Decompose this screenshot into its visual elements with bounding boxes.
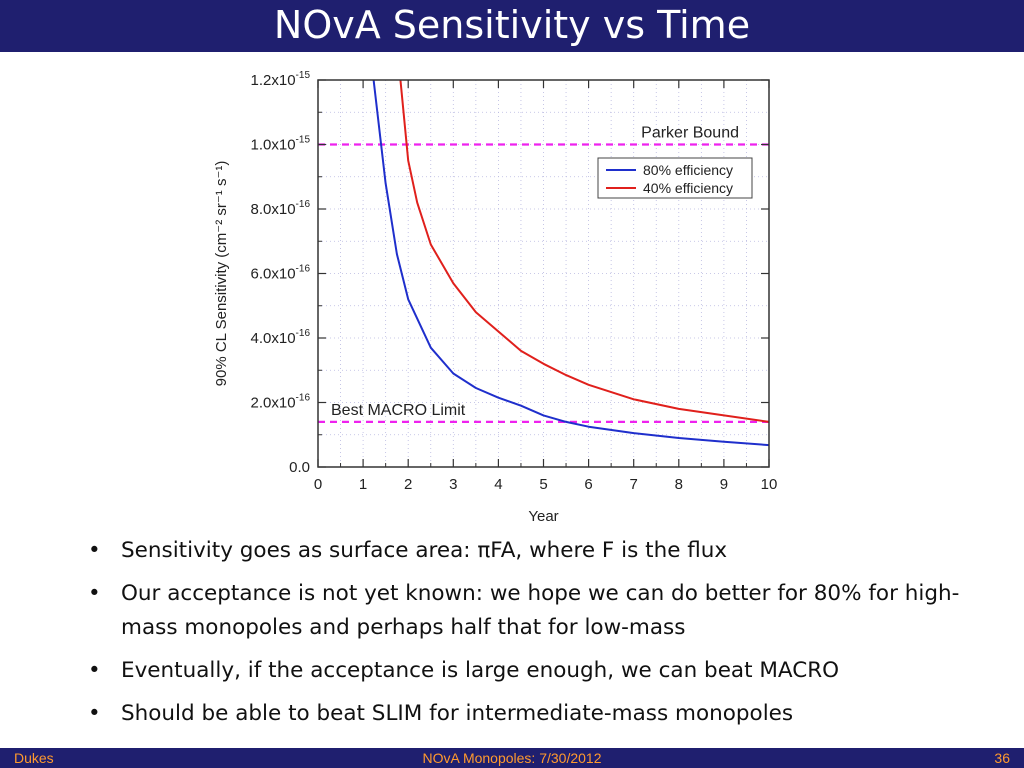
series-line — [399, 80, 769, 423]
bullet-text: Our acceptance is not yet known: we hope… — [121, 581, 960, 640]
x-tick-label: 6 — [584, 476, 592, 493]
bullet-text: Sensitivity goes as surface area: πFA, w… — [121, 538, 728, 563]
series-line — [372, 80, 769, 447]
footer-bar: Dukes NOvA Monopoles: 7/30/2012 36 — [0, 748, 1024, 768]
bullet-item: • Our acceptance is not yet known: we hop… — [88, 577, 988, 645]
bullet-item: • Eventually, if the acceptance is large … — [88, 654, 988, 688]
slide-number: 36 — [994, 750, 1010, 766]
x-tick-label: 0 — [314, 476, 322, 493]
slide-title: NOvA Sensitivity vs Time — [273, 3, 751, 47]
y-tick-label: 1.2x10-15 — [251, 70, 311, 89]
bullet-text: Eventually, if the acceptance is large e… — [121, 658, 840, 683]
x-tick-label: 8 — [675, 476, 683, 493]
y-tick-label: 1.0x10-15 — [251, 135, 311, 154]
x-tick-label: 2 — [404, 476, 412, 493]
x-tick-label: 10 — [761, 476, 778, 493]
bullet-text: Should be able to beat SLIM for intermed… — [121, 701, 794, 726]
y-axis-label: 90% CL Sensitivity (cm⁻² sr⁻¹ s⁻¹) — [213, 161, 230, 387]
reference-line-label: Best MACRO Limit — [331, 402, 466, 419]
reference-lines: Parker Bound Best MACRO Limit — [318, 125, 769, 423]
reference-line-label: Parker Bound — [641, 125, 739, 142]
footer-author: Dukes — [14, 750, 54, 766]
legend-label: 40% efficiency — [643, 180, 733, 196]
footer-title: NOvA Monopoles: 7/30/2012 — [422, 750, 602, 766]
x-tick-label: 7 — [630, 476, 638, 493]
y-tick-label: 0.0 — [289, 459, 310, 476]
x-tick-label: 1 — [359, 476, 367, 493]
y-tick-label: 8.0x10-16 — [251, 199, 311, 218]
x-axis-label: Year — [528, 508, 558, 525]
sensitivity-chart: Parker Bound Best MACRO Limit 0 1 2 3 4 5 6 7 8 9 1… — [213, 70, 778, 525]
bullet-dot-icon: • — [88, 701, 101, 726]
bullet-item: • Should be able to beat SLIM for interme… — [88, 697, 988, 731]
x-tick-label: 4 — [494, 476, 502, 493]
bullet-dot-icon: • — [88, 538, 101, 563]
axis-ticks — [317, 79, 770, 468]
legend-box — [597, 157, 753, 199]
y-tick-label: 6.0x10-16 — [251, 264, 311, 283]
title-bar — [0, 0, 1024, 52]
tick-labels: 0 1 2 3 4 5 6 7 8 9 10 0.0 2.0x10-16 4.0x10-16 6.0x10-… — [251, 70, 778, 493]
legend: 80% efficiency 40% efficiency — [597, 157, 753, 199]
y-tick-label: 2.0x10-16 — [251, 393, 311, 412]
bullet-list: • Sensitivity goes as surface area: πFA, … — [88, 534, 988, 740]
bullet-item: • Sensitivity goes as surface area: πFA, … — [88, 534, 988, 568]
x-tick-label: 5 — [539, 476, 547, 493]
x-tick-label: 3 — [449, 476, 457, 493]
x-tick-label: 9 — [720, 476, 728, 493]
series-lines — [372, 80, 769, 447]
bullet-dot-icon: • — [88, 581, 101, 606]
bullet-dot-icon: • — [88, 658, 101, 683]
y-tick-label: 4.0x10-16 — [251, 328, 311, 347]
legend-label: 80% efficiency — [643, 162, 733, 178]
